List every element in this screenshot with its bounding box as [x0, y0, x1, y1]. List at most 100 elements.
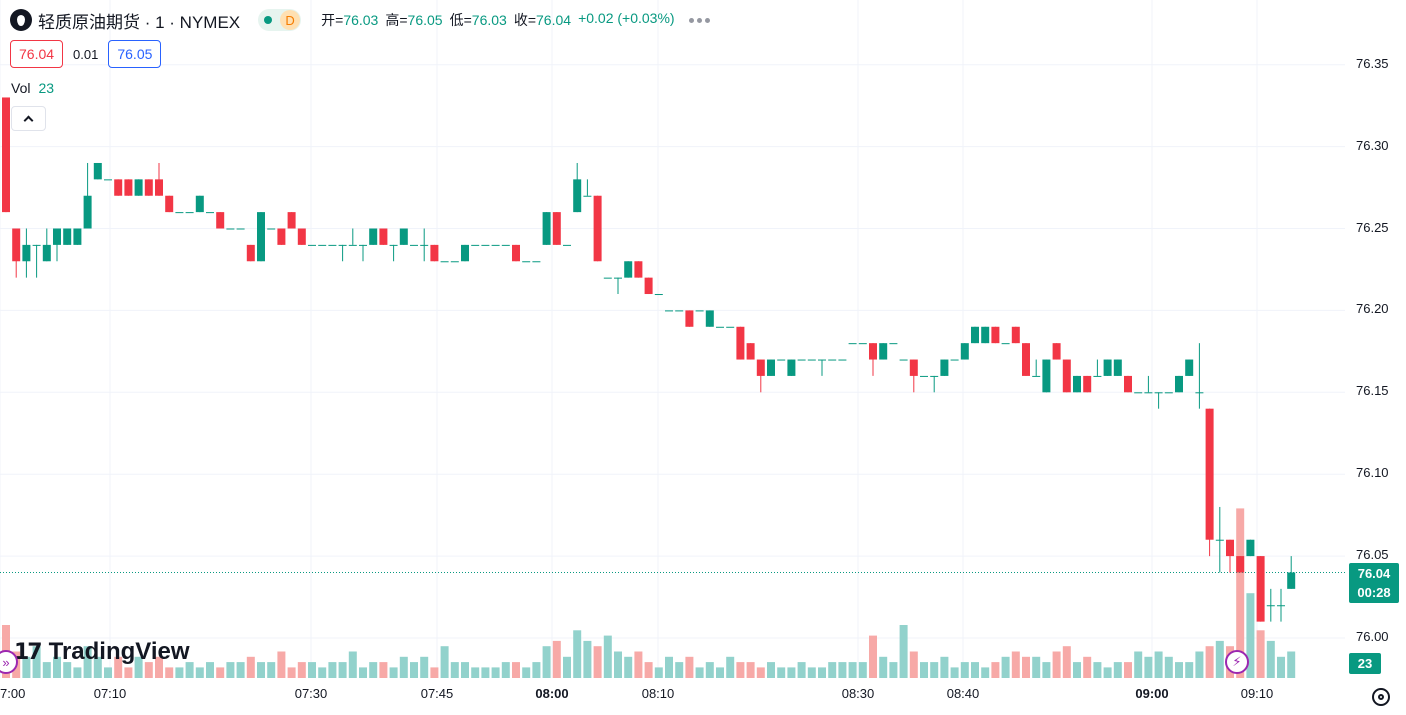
volume-bar [532, 662, 541, 678]
volume-bar [420, 656, 429, 678]
candle-body-down [1011, 326, 1020, 344]
volume-bar [818, 667, 826, 678]
volume-bar [461, 662, 469, 678]
candle-body-down [1236, 556, 1245, 573]
candle-body-up [195, 195, 204, 213]
more-dots-icon[interactable] [688, 17, 710, 23]
volume-bar [879, 656, 888, 678]
volume-axis-badge: 23 [1349, 653, 1381, 674]
volume-bar [53, 656, 61, 678]
volume-value: 23 [38, 80, 55, 96]
fast-forward-icon[interactable]: » [0, 650, 18, 674]
candles [2, 97, 1296, 622]
volume-bar [287, 667, 296, 678]
low-value: 76.03 [471, 12, 507, 28]
candle-body-up [338, 244, 347, 246]
open-label: 开= [321, 12, 344, 28]
time-tick-label: 07:45 [420, 686, 454, 701]
candle-body-down [746, 343, 755, 360]
candle-body-up [654, 294, 663, 296]
volume-bar [1032, 656, 1041, 678]
candle-body-up [63, 228, 72, 245]
volume-bar [522, 667, 531, 678]
candle-body-up [83, 195, 92, 229]
bid-button[interactable]: 76.04 [10, 40, 64, 68]
gear-icon[interactable] [1372, 688, 1390, 706]
candle-body-down [756, 359, 765, 376]
candle-body-down [593, 195, 602, 262]
volume-legend[interactable]: Vol 23 [11, 80, 54, 96]
market-status-pill[interactable]: D [258, 9, 302, 31]
volume-bar [246, 656, 255, 678]
volume-bar [267, 662, 276, 678]
candle-body-down [287, 212, 296, 229]
candle-body-down [736, 326, 745, 360]
volume-bar [1185, 662, 1194, 678]
candle-body-down [1205, 408, 1214, 540]
candle-body-down [277, 228, 286, 245]
volume-bar [848, 662, 857, 678]
lightning-icon[interactable]: ⚡︎ [1225, 650, 1249, 674]
candle-body-up [1073, 375, 1081, 393]
volume-bar [767, 662, 775, 678]
candle-body-up [257, 212, 265, 262]
volume-bar [705, 662, 714, 678]
candle-body-up [818, 359, 826, 361]
volume-bar [1052, 651, 1061, 678]
candle-body-down [634, 261, 643, 278]
tradingview-logo[interactable]: 17 TradingView [14, 638, 190, 666]
candle-body-up [369, 228, 378, 245]
close-label: 收= [513, 12, 537, 28]
volume-bar [22, 656, 31, 678]
candle-body-up [950, 359, 959, 361]
ask-button[interactable]: 76.05 [108, 40, 162, 68]
volume-bar [257, 662, 265, 678]
volume-bars [2, 508, 1296, 678]
candle-body-up [32, 244, 41, 246]
candle-body-up [767, 359, 775, 376]
volume-bar [338, 662, 347, 678]
price-tick-label: 76.10 [1356, 465, 1389, 481]
volume-label: Vol [11, 80, 31, 96]
volume-bar [1062, 646, 1071, 678]
candle-body-up [848, 343, 857, 345]
candle-body-up [348, 244, 357, 246]
candle-body-up [22, 244, 31, 262]
candle-body-up [134, 179, 143, 196]
candle-body-up [1215, 539, 1224, 541]
candle-body-up [236, 228, 245, 230]
volume-bar [675, 662, 684, 678]
volume-bar [593, 646, 602, 678]
candle-body-up [1246, 539, 1255, 557]
volume-bar [665, 656, 673, 678]
volume-bar [1144, 656, 1153, 678]
current-price-value: 76.04 [1357, 566, 1391, 581]
symbol-name[interactable]: 轻质原油期货 · 1 · NYMEX [38, 12, 241, 32]
volume-bar [777, 667, 786, 678]
candle-body-down [869, 343, 877, 360]
candle-body-up [328, 244, 337, 246]
candle-body-down [124, 179, 133, 196]
volume-bar [481, 667, 490, 678]
time-tick-label: 08:10 [641, 686, 675, 701]
volume-bar [644, 662, 653, 678]
volume-bar [1011, 651, 1020, 678]
volume-bar [1154, 651, 1163, 678]
volume-bar [573, 630, 582, 678]
candle-body-up [440, 261, 449, 263]
volume-bar [1022, 656, 1030, 678]
collapse-legend-button[interactable] [11, 106, 46, 131]
volume-bar [634, 651, 643, 678]
candle-body-up [603, 277, 612, 279]
volume-bar [807, 667, 816, 678]
candle-body-up [1113, 359, 1122, 376]
delayed-data-badge[interactable]: D [280, 10, 301, 30]
candle-body-down [155, 179, 163, 196]
volume-bar [920, 662, 928, 678]
candle-body-down [685, 310, 694, 327]
candle-body-up [1277, 605, 1285, 607]
spread-value: 0.01 [73, 46, 99, 62]
candle-body-up [471, 244, 480, 246]
